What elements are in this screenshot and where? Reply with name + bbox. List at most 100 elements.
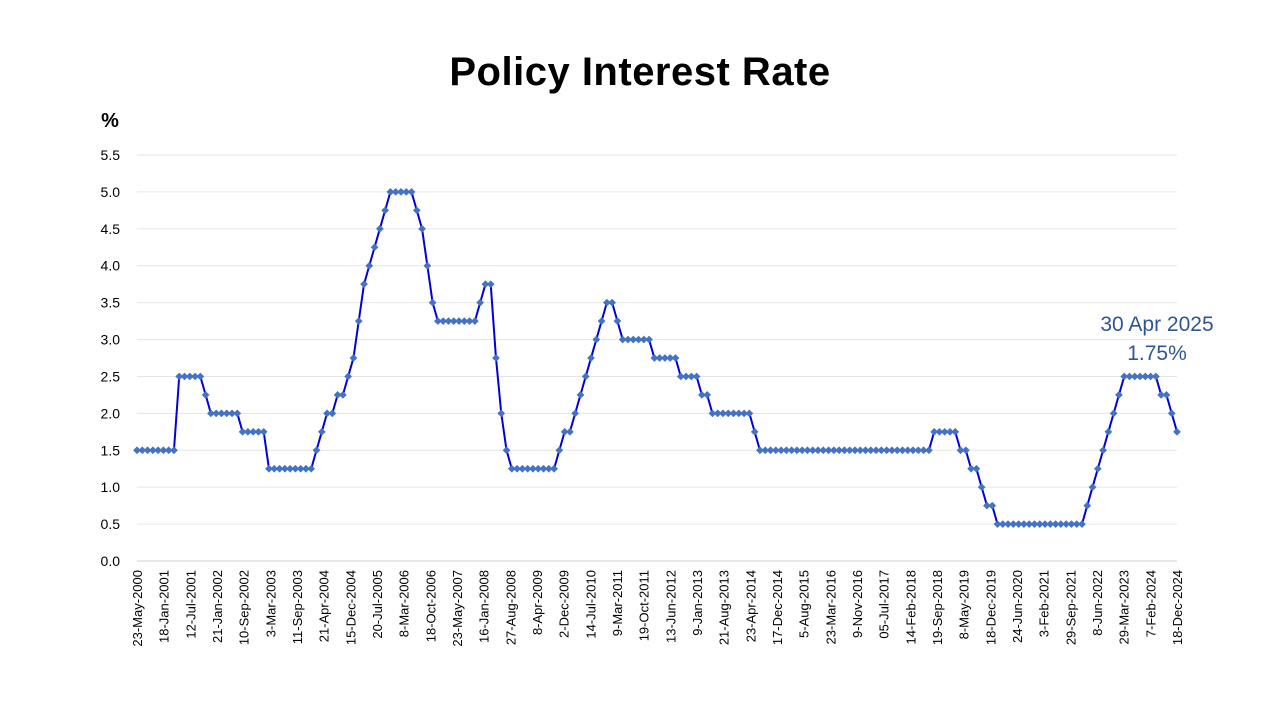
y-axis-ticks: 0.0 0.5 1.0 1.5 2.0 2.5 3.0 3.5 4.0 4.5 5.0 5.5 [101,147,121,569]
data-point [433,317,442,326]
x-tick-label: 23-Apr-2014 [743,570,758,642]
data-point [196,372,205,381]
data-point [845,446,854,455]
data-point [1173,427,1181,436]
data-point [333,390,342,399]
x-tick-label: 9-Nov-2016 [850,570,865,638]
data-point [243,427,252,436]
data-point [1099,446,1108,455]
data-point [792,446,801,455]
data-point [148,446,157,455]
data-point [1004,520,1013,529]
data-point [164,446,173,455]
data-point [270,464,279,473]
data-point [1083,501,1092,510]
data-point [180,372,189,381]
data-point [708,409,717,418]
y-tick-label: 2.5 [101,368,121,384]
data-point [259,427,268,436]
data-point [919,446,928,455]
data-point [993,520,1002,529]
data-point [465,317,474,326]
data-point [1136,372,1144,381]
data-point [687,372,696,381]
data-point [360,280,368,289]
data-point [887,446,896,455]
data-point [972,464,981,473]
data-point [201,390,210,399]
x-tick-label: 19-Sep-2018 [930,570,945,645]
data-point [740,409,749,418]
data-point [903,446,912,455]
data-point [354,317,363,326]
data-point [386,187,395,196]
data-point [1088,483,1097,492]
data-point [650,354,659,362]
data-point [1093,464,1102,473]
data-point [228,409,236,418]
x-tick-label: 21-Apr-2004 [317,570,332,642]
data-point [460,317,469,326]
data-point [507,464,516,473]
data-point [265,464,273,473]
data-point [412,206,421,215]
data-point [513,464,522,473]
x-tick-label: 8-May-2019 [957,570,972,639]
data-point [518,464,527,473]
x-tick-label: 29-Sep-2021 [1063,570,1078,645]
x-tick-label: 24-Jun-2020 [1010,570,1025,643]
data-point [455,317,463,326]
data-point [1157,390,1166,399]
data-point [1041,520,1049,529]
data-point [391,187,400,196]
data-point [766,446,775,455]
x-tick-label: 17-Dec-2014 [770,570,785,645]
data-point [951,427,960,436]
data-point [1120,372,1129,381]
data-point [1130,372,1139,381]
data-point [909,446,917,455]
data-point [133,446,141,455]
x-tick-label: 16-Jan-2008 [477,570,492,643]
data-point [539,464,548,473]
data-point [191,372,200,381]
data-point [893,446,902,455]
data-point [872,446,881,455]
data-point [882,446,891,455]
data-point [703,390,712,399]
data-point [444,317,453,326]
x-tick-label: 21-Jan-2002 [210,570,225,643]
x-tick-label: 18-Oct-2006 [423,570,438,642]
y-tick-label: 4.5 [101,221,121,237]
data-point [170,446,178,455]
x-tick-label: 18-Dec-2019 [983,570,998,645]
data-point [249,427,258,436]
data-point [1078,520,1086,529]
data-point [1072,520,1081,529]
data-point [755,446,764,455]
data-point [550,464,559,473]
data-point [323,409,332,418]
data-point [344,372,353,381]
data-point [803,446,812,455]
data-point [808,446,817,455]
data-point [734,409,743,418]
data-point [940,427,949,436]
data-point [618,335,627,344]
x-tick-label: 18-Jan-2001 [157,570,172,643]
x-tick-label: 10-Sep-2002 [237,570,252,645]
x-tick-label: 14-Feb-2018 [903,570,918,644]
data-point [1009,520,1018,529]
x-tick-label: 11-Sep-2003 [290,570,305,644]
data-point [338,390,347,399]
data-point [544,464,553,473]
x-tick-label: 18-Dec-2024 [1170,570,1185,645]
data-point [629,335,638,344]
data-point [671,354,680,362]
y-axis-unit-label: % [101,110,119,132]
y-tick-label: 0.0 [101,553,121,569]
data-point [1030,520,1039,529]
data-point [217,409,226,418]
data-point [481,280,490,289]
data-point [143,446,152,455]
